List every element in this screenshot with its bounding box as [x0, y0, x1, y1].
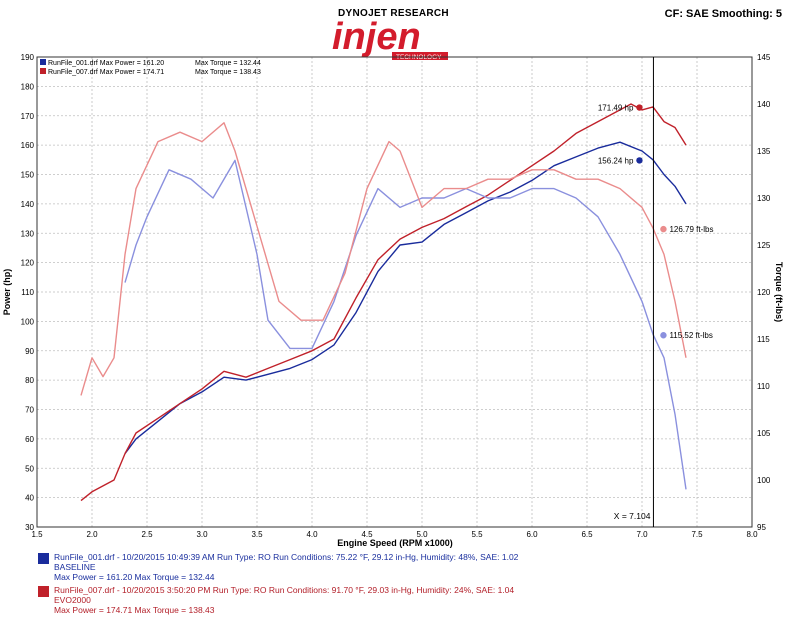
x-tick-label: 5.0 — [416, 530, 428, 539]
legend-run2-line3: Max Power = 174.71 Max Torque = 138.43 — [54, 605, 215, 615]
series-line-run2_power — [80, 103, 687, 502]
grid — [36, 56, 753, 528]
y-right-tick-label: 115 — [757, 335, 770, 344]
y-right-tick-label: 105 — [757, 429, 771, 438]
marker-dot — [636, 104, 643, 111]
y-left-tick-label: 90 — [25, 347, 34, 356]
x-tick-label: 5.5 — [471, 530, 483, 539]
marker-label: 126.79 ft-lbs — [669, 225, 713, 234]
top-legend: RunFile_001.drf Max Power = 161.20 Max To… — [40, 59, 261, 76]
y-right-tick-label: 130 — [757, 194, 771, 203]
legend-run2-swatch — [38, 586, 49, 597]
marker-dot — [660, 225, 667, 233]
y-left-tick-label: 150 — [21, 171, 35, 180]
logo-wordmark: injen — [332, 18, 421, 58]
x-tick-label: 4.5 — [361, 530, 373, 539]
y-left-tick-label: 80 — [25, 376, 34, 385]
series-line-run2_torque — [80, 122, 687, 396]
x-tick-label: 2.0 — [86, 530, 98, 539]
y-left-tick-label: 40 — [25, 494, 34, 503]
series-line-run1_torque — [124, 159, 687, 490]
cursor: X = 7.104 — [614, 57, 654, 527]
top-legend-text: RunFile_001.drf Max Power = 161.20 — [48, 60, 164, 67]
legend-run1-swatch — [38, 553, 49, 564]
marker-dot — [660, 332, 667, 339]
cursor-label: X = 7.104 — [614, 511, 651, 521]
y-right-tick-label: 145 — [757, 53, 771, 62]
y-left-tick-label: 30 — [25, 523, 34, 532]
marker-label: 156.24 hp — [598, 156, 634, 165]
x-tick-label: 8.0 — [746, 530, 758, 539]
y-left-tick-label: 130 — [21, 229, 35, 238]
top-legend-swatch — [40, 68, 46, 74]
y-left-tick-label: 110 — [21, 288, 34, 297]
y-left-tick-label: 140 — [21, 200, 35, 209]
plot-frame — [36, 56, 753, 528]
y-left-tick-label: 70 — [25, 406, 34, 415]
legend-run2-line2: EVO2000 — [54, 595, 91, 605]
top-legend-text2: Max Torque = 138.43 — [195, 69, 261, 76]
legend-run1-line3: Max Power = 161.20 Max Torque = 132.44 — [54, 572, 215, 582]
series-lines — [80, 103, 687, 502]
x-tick-label: 2.5 — [141, 530, 153, 539]
y-right-tick-label: 95 — [757, 523, 766, 532]
logo-banner — [392, 52, 448, 60]
y-left-tick-label: 100 — [21, 317, 35, 326]
y-right-tick-label: 100 — [757, 476, 771, 485]
x-tick-label: 6.5 — [581, 530, 593, 539]
series-line-run1_power — [124, 141, 687, 455]
legend-run1-line1: RunFile_001.drf - 10/20/2015 10:49:39 AM… — [54, 552, 519, 562]
axis-ticks: 1.5 2.0 2.5 3.0 3.5 4.0 4.5 5.0 5.5 6.0 6.5 7.0 7.5 8… — [21, 53, 771, 539]
x-tick-label: 3.0 — [196, 530, 208, 539]
y-axis-right-label: Torque (ft-lbs) — [774, 262, 784, 322]
marker-dot — [636, 157, 643, 164]
y-right-tick-label: 110 — [757, 382, 770, 391]
y-left-tick-label: 160 — [21, 141, 35, 150]
y-left-tick-label: 120 — [21, 259, 35, 268]
value-markers: 171.49 hp 156.24 hp 126.79 ft-lbs 115.52 ft… — [598, 104, 714, 341]
x-tick-label: 3.5 — [251, 530, 263, 539]
dynojet-title: DYNOJET RESEARCH — [338, 8, 449, 19]
legend-run1-line2: BASELINE — [54, 562, 96, 572]
y-left-tick-label: 170 — [21, 112, 35, 121]
y-left-tick-label: 60 — [25, 435, 34, 444]
y-right-tick-label: 140 — [757, 100, 771, 109]
y-axis-left-label: Power (hp) — [2, 269, 12, 316]
y-right-tick-label: 120 — [757, 288, 771, 297]
y-left-tick-label: 50 — [25, 464, 34, 473]
x-tick-label: 1.5 — [31, 530, 43, 539]
marker-label: 171.49 hp — [598, 104, 634, 113]
y-right-tick-label: 135 — [757, 147, 771, 156]
marker-label: 115.52 ft-lbs — [669, 331, 712, 340]
x-tick-label: 4.0 — [306, 530, 318, 539]
y-right-tick-label: 125 — [757, 241, 771, 250]
top-legend-text2: Max Torque = 132.44 — [195, 60, 261, 67]
x-tick-label: 7.5 — [691, 530, 703, 539]
top-legend-swatch — [40, 59, 46, 65]
y-left-tick-label: 190 — [21, 53, 35, 62]
x-tick-label: 7.0 — [636, 530, 648, 539]
top-legend-text: RunFile_007.drf Max Power = 174.71 — [48, 69, 164, 76]
x-axis-label: Engine Speed (RPM x1000) — [337, 538, 453, 548]
x-tick-label: 6.0 — [526, 530, 538, 539]
legend-run2-line1: RunFile_007.drf - 10/20/2015 3:50:20 PM … — [54, 585, 515, 595]
cf-smoothing-label: CF: SAE Smoothing: 5 — [664, 8, 782, 20]
y-left-tick-label: 180 — [21, 82, 35, 91]
